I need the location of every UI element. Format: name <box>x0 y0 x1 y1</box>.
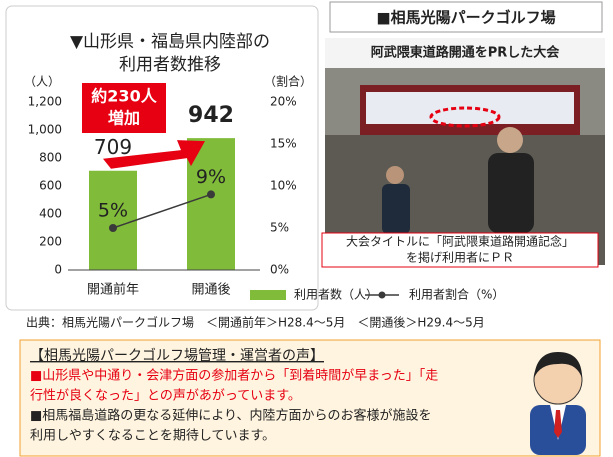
y-tick-label: 0 <box>54 263 62 277</box>
x-tick-label: 開通後 <box>191 283 230 298</box>
person-head <box>497 127 523 153</box>
legend-swatch <box>250 290 286 300</box>
voice-title: 【相馬光陽パークゴルフ場管理・運営者の声】 <box>30 347 324 364</box>
y-tick-label: 800 <box>39 151 62 165</box>
annotation: 増加 <box>108 109 140 128</box>
y2-tick-label: 15% <box>270 137 297 151</box>
chart-title: 利用者数推移 <box>119 55 221 75</box>
person-head <box>386 166 404 184</box>
y-tick-label: 600 <box>39 179 62 193</box>
y-tick-label: 400 <box>39 207 62 221</box>
legend-label: 利用者割合（%） <box>409 287 504 302</box>
photo-subtitle: 阿武隈東道路開通をPRした大会 <box>371 45 561 61</box>
legend-swatch <box>379 292 386 299</box>
caption: を掲げ利用者にＰＲ <box>406 250 514 265</box>
source: 出典：相馬光陽パークゴルフ場 ＜開通前年＞H28.4～5月 ＜開通後＞H29.4… <box>26 315 485 330</box>
person-body <box>382 184 410 234</box>
annotation: 約230人 <box>91 87 157 106</box>
x-tick-label: 開通前年 <box>87 282 139 298</box>
y2-tick-label: 20% <box>270 95 297 109</box>
y-tick-label: 200 <box>39 235 62 249</box>
line-label: 5% <box>98 200 128 222</box>
y2-tick-label: 0% <box>270 263 289 277</box>
page: ■相馬光陽パークゴルフ場 阿武隈東道路開通をPRした大会 大会タイトルに「阿武隈… <box>0 0 613 457</box>
chart-title: ▼山形県・福島県内陸部の <box>70 32 270 52</box>
photo <box>325 38 605 265</box>
voice-line: ■相馬福島道路の更なる延伸により、内陸方面からのお客様が施設を <box>30 408 432 424</box>
y2-tick-label: 10% <box>270 179 297 193</box>
voice-line: ■山形県や中通り・会津方面の参加者から「到着時間が早まった」「走 <box>30 368 438 384</box>
y2-axis-label: （割合） <box>264 74 312 89</box>
legend-label: 利用者数（人） <box>294 287 378 302</box>
y-axis-label: （人） <box>24 75 60 89</box>
bar-label: 709 <box>94 135 132 159</box>
caption: 大会タイトルに「阿武隈東道路開通記念」 <box>346 234 574 249</box>
line-marker <box>207 190 215 198</box>
y-tick-label: 1,200 <box>28 95 62 109</box>
y-tick-label: 1,000 <box>28 123 62 137</box>
line-marker <box>109 224 117 232</box>
voice-line: 行性が良くなった」との声があがっています。 <box>30 388 301 404</box>
y2-tick-label: 5% <box>270 221 289 235</box>
bar-label: 942 <box>188 103 234 128</box>
photo-header: ■相馬光陽パークゴルフ場 <box>376 9 555 27</box>
person-body <box>488 153 534 233</box>
line-label: 9% <box>196 166 226 188</box>
voice-line: 利用しやすくなることを期待しています。 <box>30 429 275 444</box>
